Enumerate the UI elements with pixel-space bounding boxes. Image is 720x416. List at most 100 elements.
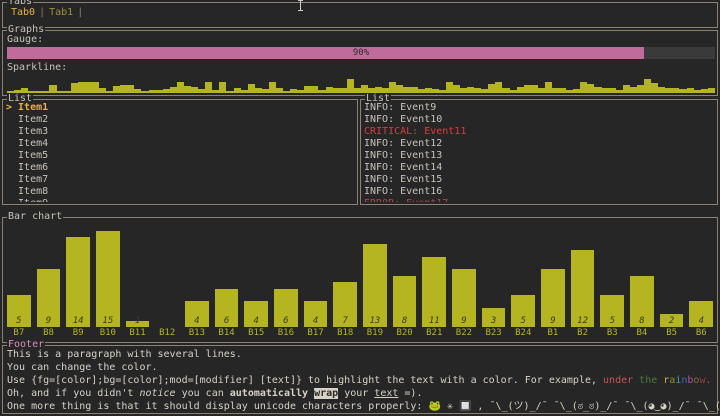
bar-value-label: 14 bbox=[72, 316, 84, 326]
list-item[interactable]: INFO: Event13 bbox=[364, 150, 443, 161]
footer-line-3-prefix: Use {fg=[color];bg=[color];mod=[modifier… bbox=[7, 375, 604, 386]
bar-column: 4 B6 bbox=[689, 221, 714, 339]
item-list[interactable]: > Item1 Item2 Item3 Item4 Item5 Item6 It… bbox=[6, 102, 354, 202]
bar-column: 8 B4 bbox=[630, 221, 654, 339]
bar-column: 4 B15 bbox=[244, 221, 269, 339]
sparkline-bar bbox=[353, 88, 361, 93]
sparkline-label: Sparkline: bbox=[7, 62, 68, 73]
tab-tab1[interactable]: Tab1 bbox=[49, 7, 74, 18]
rainbow-letter: o bbox=[693, 375, 700, 386]
bar-column: 13 B19 bbox=[363, 221, 387, 339]
rainbow-letter: n bbox=[681, 375, 688, 386]
bar: 9 bbox=[541, 269, 565, 327]
bar-column: 9 B1 bbox=[541, 221, 565, 339]
bar-category-label: B21 bbox=[426, 328, 443, 338]
list-item[interactable]: INFO: Event10 bbox=[364, 114, 443, 125]
bar: 2 bbox=[659, 314, 684, 327]
bar: 4 bbox=[303, 301, 328, 327]
list-item[interactable]: ERROR: Event17 bbox=[364, 198, 714, 202]
gauge-bar[interactable]: 90% bbox=[7, 47, 715, 59]
bar-category-label: B7 bbox=[13, 328, 25, 338]
bar-value-label: 5 bbox=[520, 316, 526, 326]
bar-category-label: B14 bbox=[218, 328, 235, 338]
list-item[interactable]: Item8 bbox=[6, 186, 49, 197]
sparkline-bar bbox=[396, 85, 404, 93]
list-item[interactable]: Item6 bbox=[6, 162, 49, 173]
bar-value-label: 4 bbox=[194, 316, 200, 326]
bar-category-label: B9 bbox=[72, 328, 84, 338]
list-panel-events: List INFO: Event9 INFO: Event10 CRITICAL: … bbox=[360, 93, 718, 205]
sparkline-bar bbox=[693, 90, 701, 93]
footer-word-rainbow: rainbow bbox=[663, 375, 705, 386]
list-item[interactable]: > Item1 bbox=[6, 102, 49, 113]
sparkline-bar bbox=[431, 89, 439, 93]
list-item[interactable]: INFO: Event16 bbox=[364, 186, 443, 197]
bar-category-label: B18 bbox=[337, 328, 354, 338]
footer-word-automatically: automatically bbox=[229, 388, 309, 399]
list-item[interactable]: Item9 bbox=[6, 198, 354, 202]
sparkline-bar bbox=[382, 88, 390, 93]
bar: 4 bbox=[244, 301, 269, 327]
tab-tab0[interactable]: Tab0 bbox=[11, 7, 36, 18]
sparkline-bar bbox=[141, 91, 149, 93]
rainbow-letter: i bbox=[675, 375, 682, 386]
tab-divider: | bbox=[39, 7, 46, 18]
bar-category-label: B12 bbox=[159, 328, 176, 338]
bar-category-label: B23 bbox=[485, 328, 502, 338]
footer-text: This is a paragraph with several lines. … bbox=[7, 348, 720, 413]
footer-line-5: One more thing is that it should display… bbox=[7, 400, 720, 413]
list-item[interactable]: Item3 bbox=[6, 126, 49, 137]
sparkline-bar bbox=[573, 89, 581, 93]
footer-line-4-p2: you can bbox=[175, 388, 230, 399]
bar-chart: 5 B7 9 B8 14 B9 15 B10 1 B11 B12 4 B13 6 B14 4 B15 6 B16 4 B… bbox=[7, 221, 714, 339]
event-list[interactable]: INFO: Event9 INFO: Event10 CRITICAL: Event… bbox=[364, 102, 714, 202]
bar: 14 bbox=[66, 237, 91, 327]
list-item[interactable]: INFO: Event9 bbox=[364, 102, 437, 113]
sparkline-bar bbox=[106, 91, 114, 93]
sparkline-bar bbox=[523, 85, 531, 93]
tabs-panel-title: Tabs bbox=[7, 0, 34, 8]
footer-word-text: text bbox=[374, 388, 399, 399]
bar-column: 3 B23 bbox=[481, 221, 506, 339]
bar-column: 8 B20 bbox=[392, 221, 417, 339]
rainbow-letter: w bbox=[699, 375, 706, 386]
bar: 3 bbox=[481, 308, 506, 327]
sparkline-bar bbox=[544, 82, 553, 93]
list-item[interactable]: INFO: Event12 bbox=[364, 138, 443, 149]
footer-unicode-glyphs: 🐸 ✳ 🔲 , ¯\_(ツ)_/¯ ¯\_(ಠ_ಠ)_/¯ ¯\_(◕‿◕)_/… bbox=[428, 401, 720, 412]
sparkline-bar bbox=[56, 91, 64, 93]
bar-category-label: B3 bbox=[606, 328, 618, 338]
list-item[interactable]: Item7 bbox=[6, 174, 49, 185]
sparkline-bar bbox=[176, 82, 184, 93]
bar-column: 1 B11 bbox=[125, 221, 150, 339]
bar-column: 5 B3 bbox=[600, 221, 625, 339]
footer-line-5-p1: One more thing is that it should display… bbox=[7, 401, 429, 412]
sparkline-bar bbox=[42, 91, 50, 93]
list-item[interactable]: Item4 bbox=[6, 138, 49, 149]
list-item[interactable]: INFO: Event15 bbox=[364, 174, 443, 185]
sparkline-bar bbox=[438, 90, 446, 93]
bar-value-label: 7 bbox=[342, 316, 348, 326]
bar-category-label: B19 bbox=[366, 328, 384, 338]
sparkline-bar bbox=[474, 88, 482, 93]
sparkline-bar bbox=[311, 86, 319, 93]
gauge-percent-label: 90% bbox=[352, 48, 370, 58]
tab-bar[interactable]: Tab0 | Tab1 | bbox=[8, 7, 84, 19]
list-item[interactable]: Item2 bbox=[6, 114, 49, 125]
rainbow-letter: a bbox=[669, 375, 676, 386]
sparkline-bar bbox=[325, 87, 333, 93]
list-item[interactable]: Item5 bbox=[6, 150, 49, 161]
sparkline-bar bbox=[332, 88, 340, 93]
list-item[interactable]: CRITICAL: Event11 bbox=[364, 126, 467, 137]
sparkline-bar bbox=[452, 85, 460, 93]
sparkline-bar bbox=[304, 86, 312, 93]
sparkline-bar bbox=[665, 88, 673, 93]
list-item[interactable]: INFO: Event14 bbox=[364, 162, 443, 173]
sparkline-bar bbox=[424, 88, 432, 93]
sparkline-bar bbox=[254, 88, 262, 93]
sparkline-graph bbox=[7, 75, 715, 93]
bar-column: B12 bbox=[155, 221, 179, 339]
sparkline-bar bbox=[601, 88, 609, 93]
sparkline-bar bbox=[261, 89, 269, 93]
bar: 11 bbox=[422, 257, 447, 327]
